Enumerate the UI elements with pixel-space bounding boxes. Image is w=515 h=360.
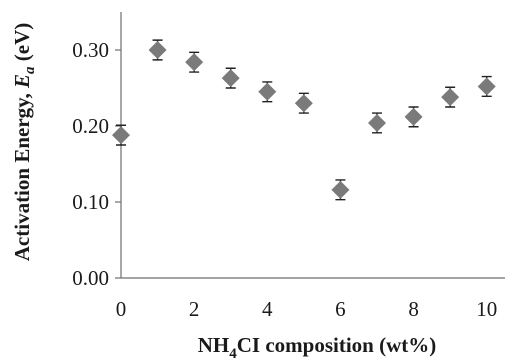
x-tick-label: 8 (408, 297, 419, 321)
error-bar-group (116, 39, 492, 201)
y-axis-title-part: (eV) (10, 23, 34, 67)
x-axis-title-subscript: 4 (229, 346, 237, 360)
data-point-diamond (148, 41, 167, 59)
x-tick-label: 2 (189, 297, 200, 321)
data-point-diamond (368, 113, 386, 132)
y-axis-title-subscript: a (22, 66, 38, 74)
data-point-diamond (185, 53, 204, 72)
marker-group (112, 41, 496, 199)
data-point-diamond (112, 126, 130, 145)
x-tick-label: 10 (476, 297, 497, 321)
x-axis-title-part: CI composition (wt%) (237, 333, 437, 357)
data-point-diamond (258, 82, 277, 101)
y-axis-title: Activation Energy, Ea (eV) (10, 23, 38, 262)
data-point-diamond (331, 180, 350, 199)
x-tick-label: 6 (335, 297, 346, 321)
y-tick-label: 0.30 (72, 38, 109, 62)
y-tick-label: 0.20 (72, 114, 109, 138)
y-tick-label: 0.00 (72, 266, 109, 290)
y-tick-label: 0.10 (72, 190, 109, 214)
x-tick-label: 4 (262, 297, 273, 321)
data-point-diamond (294, 94, 313, 113)
axes (120, 12, 505, 279)
x-tick-label: 0 (116, 297, 127, 321)
x-axis-title: NH4CI composition (wt%) (198, 333, 437, 360)
data-point-diamond (404, 107, 423, 126)
data-point-diamond (221, 69, 240, 88)
tick-group: 0.00 0.10 0.20 0.30 0 2 4 6 8 10 (72, 38, 497, 321)
x-axis-title-part: NH (198, 333, 230, 357)
y-axis-title-part: Activation Energy, (10, 88, 34, 261)
y-axis-title-symbol: E (10, 74, 34, 89)
data-point-diamond (477, 77, 496, 96)
data-point-diamond (441, 88, 460, 107)
